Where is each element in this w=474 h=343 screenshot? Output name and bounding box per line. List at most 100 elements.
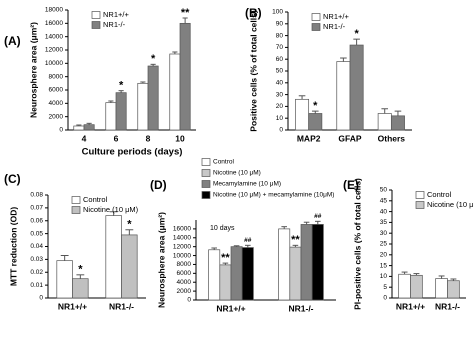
y-tick-label: 0	[59, 127, 63, 134]
bar	[349, 44, 364, 131]
y-tick-label: 14000	[173, 234, 191, 241]
x-axis-label: Culture periods (days)	[82, 147, 183, 158]
y-tick-label: 45	[380, 198, 388, 205]
legend-label: Control	[83, 195, 108, 204]
legend-swatch	[91, 11, 101, 19]
y-tick-label: 0.03	[30, 256, 43, 263]
legend-label: Nicotine (10 μM)	[213, 170, 261, 177]
bar	[447, 280, 460, 299]
legend-label: NR1-/-	[103, 20, 126, 29]
legend-label: NR1+/+	[323, 12, 349, 21]
bar	[398, 273, 411, 299]
y-tick-label: 4000	[49, 100, 64, 107]
significance-mark: **	[291, 234, 300, 246]
legend-label: Nicotine (10 μM)	[427, 200, 474, 209]
significance-mark: ##	[244, 237, 252, 244]
panel-label: (C)	[4, 172, 21, 186]
y-tick-label: 90	[276, 21, 284, 28]
y-tick-label: 20	[276, 103, 284, 110]
y-tick-label: 10	[380, 273, 388, 280]
bar	[336, 61, 351, 131]
y-tick-label: 40	[276, 80, 284, 87]
bar	[179, 22, 191, 131]
bar	[308, 113, 323, 131]
y-tick-label: 15	[380, 262, 388, 269]
y-axis-label: Neurosphere area (μm²)	[28, 22, 38, 118]
x-tick-label: NR1-/-	[109, 301, 134, 311]
y-tick-label: 0	[39, 295, 43, 302]
legend-label: NR1+/+	[103, 10, 129, 19]
significance-mark: *	[151, 53, 156, 65]
panel-label: (E)	[343, 178, 359, 192]
bar	[169, 53, 181, 131]
legend-label: Mecamylamine (10 μM)	[213, 181, 281, 188]
y-tick-label: 0.04	[30, 243, 43, 250]
x-tick-label: MAP2	[297, 133, 321, 143]
legend-label: Control	[427, 190, 452, 199]
x-tick-label: 8	[146, 133, 151, 143]
y-tick-label: 2000	[177, 288, 192, 295]
y-tick-label: 16000	[173, 226, 191, 233]
x-tick-label: Others	[378, 133, 406, 143]
x-tick-label: NR1-/-	[288, 303, 313, 313]
significance-mark: ##	[314, 213, 322, 220]
bar	[219, 264, 232, 301]
panel-label: (A)	[4, 34, 21, 48]
x-tick-label: GFAP	[338, 133, 361, 143]
y-tick-label: 30	[276, 91, 284, 98]
x-tick-label: 6	[114, 133, 119, 143]
significance-mark: *	[313, 100, 318, 112]
y-tick-label: 16000	[45, 20, 63, 27]
y-tick-label: 20	[380, 252, 388, 259]
y-tick-label: 4000	[177, 279, 192, 286]
bar	[311, 224, 324, 301]
y-tick-label: 0	[279, 127, 283, 134]
y-tick-label: 12000	[45, 47, 63, 54]
bar	[115, 92, 127, 131]
significance-mark: *	[127, 219, 132, 231]
significance-mark: **	[181, 7, 190, 19]
y-tick-label: 0.07	[30, 205, 43, 212]
bar	[56, 260, 73, 299]
y-tick-label: 50	[276, 68, 284, 75]
x-tick-label: NR1-/-	[435, 301, 460, 311]
x-tick-label: NR1+/+	[58, 301, 87, 311]
legend-label: Nicotine (10 μM)	[83, 205, 139, 214]
y-tick-label: 6000	[177, 270, 192, 277]
legend-swatch	[91, 21, 101, 29]
bar	[377, 113, 392, 131]
significance-mark: *	[78, 264, 83, 276]
x-tick-label: NR1+/+	[396, 301, 425, 311]
y-tick-label: 50	[380, 187, 388, 194]
bar	[435, 278, 448, 299]
legend-swatch	[201, 191, 211, 199]
bar	[300, 224, 313, 301]
legend-swatch	[201, 180, 211, 188]
bar	[137, 82, 149, 131]
panel-label: (D)	[150, 178, 167, 192]
bar	[295, 98, 310, 131]
y-axis-label: Positive cells (% of total cells)	[248, 10, 258, 132]
y-tick-label: 6000	[49, 87, 64, 94]
bar	[72, 278, 89, 299]
significance-mark: **	[221, 252, 230, 264]
bar	[147, 65, 159, 131]
bar	[105, 102, 117, 131]
y-axis-label: PI-positive cells (% of total cells)	[352, 178, 362, 310]
y-tick-label: 70	[276, 44, 284, 51]
bar	[390, 115, 405, 131]
panel-label: (B)	[245, 6, 262, 20]
x-tick-label: 10	[175, 133, 185, 143]
bar	[289, 246, 302, 301]
significance-mark: *	[354, 28, 359, 40]
y-tick-label: 60	[276, 56, 284, 63]
y-axis-label: MTT reduction (OD)	[8, 207, 18, 286]
y-tick-label: 5	[383, 284, 387, 291]
y-tick-label: 80	[276, 32, 284, 39]
y-tick-label: 40	[380, 208, 388, 215]
legend-swatch	[415, 201, 425, 209]
legend-swatch	[311, 23, 321, 31]
y-tick-label: 100	[272, 9, 283, 16]
legend-label: NR1-/-	[323, 22, 346, 31]
y-axis-label: Neurosphere area (μm²)	[156, 212, 166, 308]
